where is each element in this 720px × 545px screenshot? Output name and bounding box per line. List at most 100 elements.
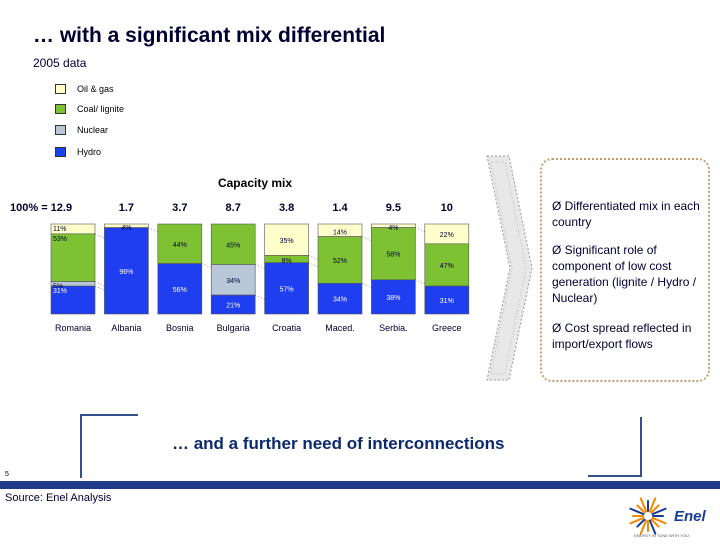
bar-data-label: 34% xyxy=(226,278,240,285)
bracket-left xyxy=(80,414,138,478)
bar-data-label: 31% xyxy=(53,288,67,295)
connector-line xyxy=(255,294,265,300)
bar-data-label: 21% xyxy=(226,303,240,310)
logo-ray xyxy=(629,507,645,516)
logo-ray xyxy=(636,518,646,528)
category-label: Croatia xyxy=(272,323,301,333)
connector-line xyxy=(94,233,105,239)
bar-total-label: 1.7 xyxy=(119,202,134,214)
chart-title: Capacity mix xyxy=(217,176,293,190)
bar-segment xyxy=(371,227,416,281)
bar-data-label: 5% xyxy=(53,284,63,291)
bar-segment xyxy=(210,294,256,315)
bar-data-label: 4% xyxy=(388,225,398,232)
bar-total-label: 3.8 xyxy=(279,202,294,214)
category-label: Bosnia xyxy=(166,323,194,333)
logo-ray xyxy=(651,507,667,516)
bar-data-label: 58% xyxy=(386,252,400,259)
bullet-item: Ø Cost spread reflected in import/export… xyxy=(552,321,692,351)
bar-data-label: 35% xyxy=(280,238,294,245)
category-label: Bulgaria xyxy=(217,323,250,333)
logo-ray xyxy=(650,518,660,528)
bracket-right xyxy=(588,417,642,477)
bar-data-label: 34% xyxy=(333,297,347,304)
connector-line xyxy=(201,263,212,268)
bar-total-label: 10 xyxy=(441,202,453,214)
connector-line xyxy=(94,281,105,286)
category-label: Albania xyxy=(111,323,141,333)
legend-swatch-coal xyxy=(55,104,66,114)
bar-segment xyxy=(104,227,149,315)
logo-ray xyxy=(651,516,667,525)
category-label: Romania xyxy=(55,323,91,333)
logo-ray xyxy=(648,519,657,535)
bullet-item: Ø Differentiated mix in each country xyxy=(552,199,700,229)
bar-total-label: 1.4 xyxy=(332,202,348,214)
logo-wordmark: Enel xyxy=(674,508,707,525)
bar-segment xyxy=(371,279,416,315)
legend-label: Hydro xyxy=(77,147,102,157)
page-number: 5 xyxy=(5,471,9,478)
bar-data-label: 52% xyxy=(333,258,347,265)
legend-swatch-hydro xyxy=(55,147,66,157)
connector-line xyxy=(415,227,425,232)
bar-segment xyxy=(210,223,256,265)
legend-swatch-oil-gas xyxy=(55,84,66,94)
logo-ray xyxy=(629,516,645,525)
legend-label: Oil & gas xyxy=(77,84,114,94)
connector-line xyxy=(148,227,158,232)
slide-title: … with a significant mix differential xyxy=(33,24,386,47)
legend-label: Nuclear xyxy=(77,125,109,135)
bullet-item: Ø Significant role of component of low c… xyxy=(552,243,697,305)
bar-segment xyxy=(50,285,96,315)
bar-segment xyxy=(264,223,309,256)
enel-logo: Enel ENERGY IN TUNE WITH YOU. xyxy=(626,494,720,540)
bar-data-label: 11% xyxy=(53,226,67,233)
connector-line xyxy=(94,285,105,291)
legend-swatch-nuclear xyxy=(55,125,66,135)
logo-ray xyxy=(639,497,648,513)
enel-logo-icon: Enel ENERGY IN TUNE WITH YOU. xyxy=(629,497,707,538)
bar-segment xyxy=(264,262,309,315)
connector-line xyxy=(361,283,372,288)
bar-data-label: 56% xyxy=(173,287,187,294)
connector-line xyxy=(255,264,265,269)
bar-data-label: 4% xyxy=(121,225,131,232)
category-label: Maced. xyxy=(325,323,355,333)
bar-data-label: 22% xyxy=(440,232,454,239)
bar-data-label: 44% xyxy=(173,242,187,249)
total-prefix: 100% = 12.9 xyxy=(10,202,72,214)
bar-data-label: 57% xyxy=(280,286,294,293)
category-label: Serbia. xyxy=(379,323,408,333)
slide-subtitle: 2005 data xyxy=(33,56,87,70)
conclusion-text: … and a further need of interconnections xyxy=(172,434,505,453)
connector-line xyxy=(415,279,425,285)
logo-ray xyxy=(648,497,657,513)
source-note: Source: Enel Analysis xyxy=(5,492,112,504)
logo-ray xyxy=(650,504,660,514)
key-points-box: Ø Differentiated mix in each country Ø S… xyxy=(540,158,710,382)
bar-data-label: 47% xyxy=(440,263,454,270)
bar-segment xyxy=(157,263,203,315)
legend-label: Coal/ lignite xyxy=(77,104,125,114)
bar-data-label: 31% xyxy=(440,298,454,305)
logo-tagline: ENERGY IN TUNE WITH YOU. xyxy=(634,533,690,538)
logo-ray xyxy=(639,519,648,535)
connector-line xyxy=(308,262,319,267)
bar-data-label: 96% xyxy=(119,269,133,276)
bar-segment xyxy=(424,285,470,315)
bar-data-label: 14% xyxy=(333,229,347,236)
connector-line xyxy=(308,255,319,260)
bar-data-label: 53% xyxy=(53,236,67,243)
footer-bar xyxy=(0,481,720,489)
connector-line xyxy=(361,236,372,241)
bar-segment xyxy=(317,283,363,315)
bar-data-label: 45% xyxy=(226,242,240,249)
chevron-arrow-icon xyxy=(486,155,533,381)
bar-data-label: 38% xyxy=(386,295,400,302)
bar-segment xyxy=(210,264,256,296)
bar-total-label: 9.5 xyxy=(386,202,401,214)
logo-ray xyxy=(636,504,646,514)
bar-total-label: 3.7 xyxy=(172,202,187,214)
